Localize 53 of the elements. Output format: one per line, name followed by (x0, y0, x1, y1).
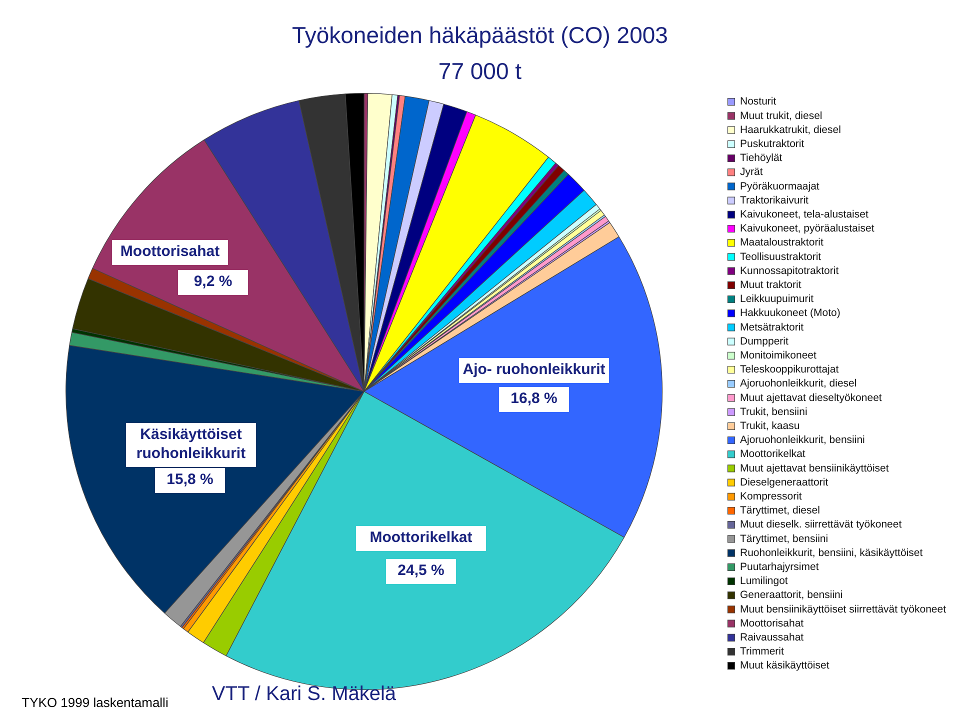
legend-label: Täryttimet, diesel (740, 504, 820, 517)
text: Moottorikelkat (356, 526, 486, 551)
legend-label: Muut dieselk. siirrettävät työkoneet (740, 518, 902, 531)
legend-label: Leikkuupuimurit (740, 293, 814, 306)
legend-label: Trukit, bensiini (740, 406, 808, 418)
legend-label: Raivaussahat (740, 632, 804, 644)
legend-label: Kunnossapitotraktorit (740, 264, 839, 277)
legend-label: Pyöräkuormaajat (740, 180, 820, 192)
legend-label: Haarukkatrukit, diesel (740, 124, 841, 136)
legend-label: Kaivukoneet, tela-alustaiset (740, 208, 868, 221)
legend-label: Trimmerit (740, 646, 784, 658)
text: 15,8 % (155, 468, 225, 493)
legend-label: Täryttimet, bensiini (740, 532, 828, 545)
legend-label: Tiehöylät (740, 152, 782, 164)
legend-label: Hakkuukoneet (Moto) (740, 307, 840, 320)
legend-label: Metsätraktorit (740, 321, 804, 334)
legend-label: Trukit, kaasu (740, 420, 800, 432)
legend-label: Lumilingot (740, 575, 788, 588)
legend-label: Muut käsikäyttöiset (740, 660, 830, 672)
legend-label: Kompressorit (740, 490, 802, 503)
text: TYKO 1999 laskentamalli (20, 694, 170, 712)
legend-label: Moottorisahat (740, 617, 804, 630)
text: 16,8 % (499, 387, 569, 412)
legend-label: Ajoruohonleikkurit, diesel (740, 378, 857, 390)
legend-label: Ajoruohonleikkurit, bensiini (740, 434, 865, 446)
legend-label: Dieselgeneraattorit (740, 476, 828, 488)
legend-label: Muut ajettavat dieseltyökoneet (740, 392, 882, 404)
text: Ajo- ruohonleikkurit (459, 358, 609, 383)
chart-title: Työkoneiden häkäpäästöt (CO) 2003 (291, 22, 669, 49)
text: 9,2 % (178, 270, 248, 295)
legend-label: Nosturit (740, 96, 776, 108)
legend-label: Traktorikaivurit (740, 194, 809, 206)
legend-label: Puutarhajyrsimet (740, 561, 819, 574)
legend-label: Generaattorit, bensiini (740, 589, 843, 602)
chart-subtitle: 77 000 t (437, 58, 523, 85)
legend-label: Moottorikelkat (740, 448, 806, 460)
legend-label: Teleskooppikurottajat (740, 364, 839, 376)
legend-label: Muut bensiinikäyttöiset siirrettävät työkoneet (740, 603, 946, 616)
legend-label: Dumpperit (740, 335, 788, 348)
legend-label: Muut trukit, diesel (740, 110, 822, 122)
text: Käsikäyttöiset ruohonleikkurit (126, 423, 256, 466)
legend-label: Muut traktorit (740, 279, 802, 292)
text: 24,5 % (386, 559, 456, 584)
legend-label: Puskutraktorit (740, 138, 804, 150)
legend-label: Maataloustraktorit (740, 236, 824, 249)
text: VTT / Kari S. Mäkelä (210, 682, 398, 707)
legend-label: Ruohonleikkurit, bensiini, käsikäyttöiset (740, 546, 923, 559)
legend-label: Muut ajettavat bensiinikäyttöiset (740, 462, 889, 474)
legend-label: Monitoimikoneet (740, 350, 817, 362)
text: Moottorisahat (112, 240, 228, 265)
legend-label: Teollisuustraktorit (740, 250, 822, 263)
legend-label: Kaivukoneet, pyöräalustaiset (740, 222, 874, 235)
legend-label: Jyrät (740, 166, 763, 178)
